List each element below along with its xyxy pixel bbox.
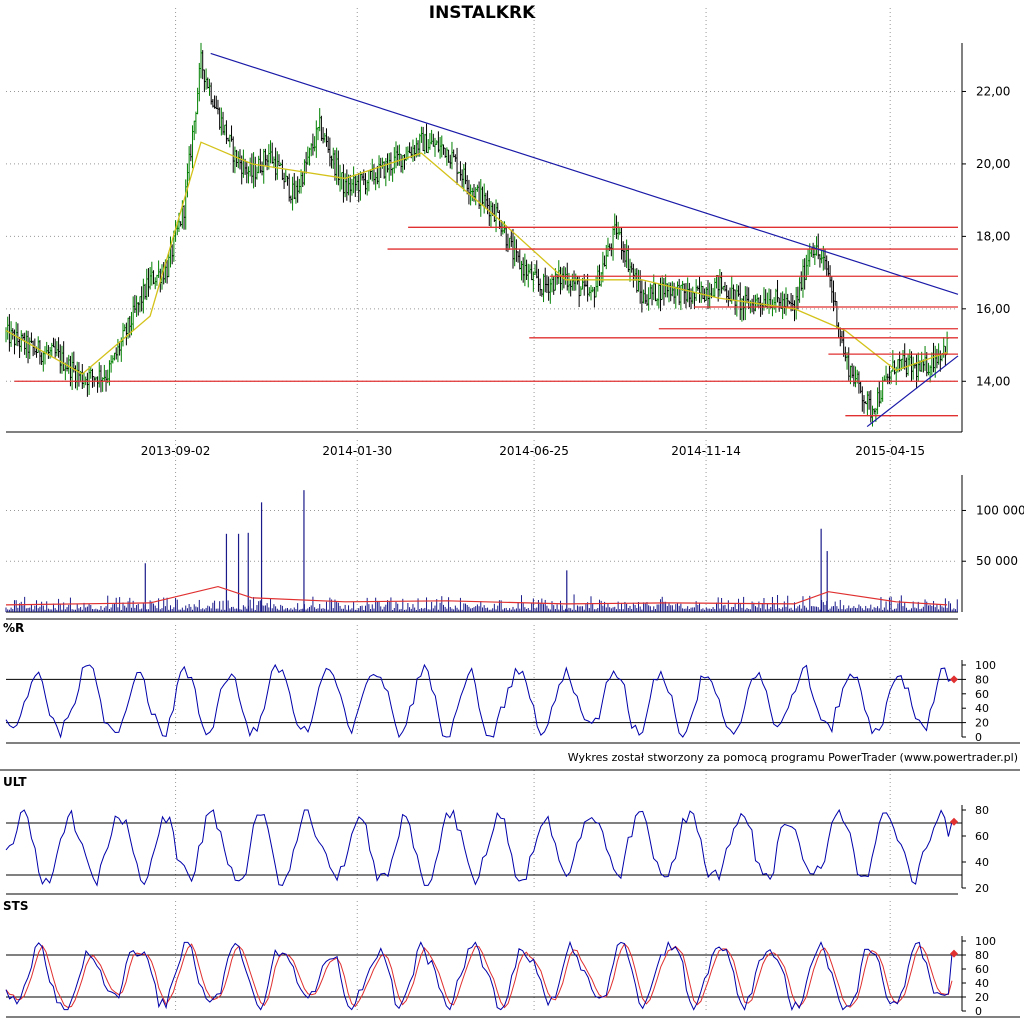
y-tick-label: 60 <box>975 830 989 843</box>
panel-frames <box>0 43 1020 1018</box>
ultimate_oscillator-last-value-marker <box>950 817 958 826</box>
moving-average-line <box>5 141 948 375</box>
trendline <box>210 52 959 295</box>
x-tick-label: 2014-01-30 <box>322 444 392 458</box>
y-tick-label: 40 <box>975 977 989 990</box>
y-tick-label: 0 <box>975 731 982 744</box>
stochastic-last-value-marker <box>950 949 958 958</box>
credit-text: Wykres został stworzony za pomocą progra… <box>568 751 1018 764</box>
volume-panel <box>5 490 958 612</box>
y-tick-label: 80 <box>975 804 989 817</box>
y-tick-label: 22,00 <box>976 84 1010 98</box>
y-tick-label: 20 <box>975 882 989 895</box>
chart-title: INSTALKRK <box>429 3 536 23</box>
axis-labels: 2013-09-02 2014-01-30 2014-06-25 2014-11-14… <box>3 84 1024 1018</box>
y-tick-label: 16,00 <box>976 302 1010 316</box>
stochastic-signal-line <box>5 942 953 1009</box>
x-tick-label: 2014-11-14 <box>671 444 741 458</box>
x-tick-label: 2015-04-15 <box>855 444 925 458</box>
williams_r-panel-label: %R <box>3 621 24 635</box>
ultimate_oscillator-line <box>5 808 953 887</box>
stochastic-panel-label: STS <box>3 899 28 913</box>
williams_r-last-value-marker <box>950 675 958 684</box>
stochastic-line <box>5 940 953 1012</box>
williams_r-line <box>5 663 953 739</box>
y-tick-label: 40 <box>975 856 989 869</box>
y-tick-label: 14,00 <box>976 374 1010 388</box>
y-tick-label: 50 000 <box>976 554 1018 568</box>
volume-average-line <box>5 585 948 606</box>
y-tick-label: 100 <box>975 935 996 948</box>
y-tick-label: 80 <box>975 673 989 686</box>
y-tick-label: 60 <box>975 688 989 701</box>
ultimate_oscillator-panel-label: ULT <box>3 775 27 789</box>
y-tick-label: 20,00 <box>976 157 1010 171</box>
price-panel <box>5 42 959 428</box>
oscillator-panels <box>5 663 962 1012</box>
y-tick-label: 100 000 <box>976 503 1024 517</box>
x-tick-label: 2013-09-02 <box>141 444 211 458</box>
y-tick-label: 0 <box>975 1005 982 1018</box>
x-tick-label: 2014-06-25 <box>499 444 569 458</box>
y-tick-label: 18,00 <box>976 229 1010 243</box>
y-tick-label: 100 <box>975 659 996 672</box>
y-tick-label: 20 <box>975 717 989 730</box>
y-tick-label: 80 <box>975 949 989 962</box>
y-tick-label: 40 <box>975 702 989 715</box>
y-tick-label: 60 <box>975 963 989 976</box>
y-tick-label: 20 <box>975 991 989 1004</box>
trendline <box>866 355 959 428</box>
